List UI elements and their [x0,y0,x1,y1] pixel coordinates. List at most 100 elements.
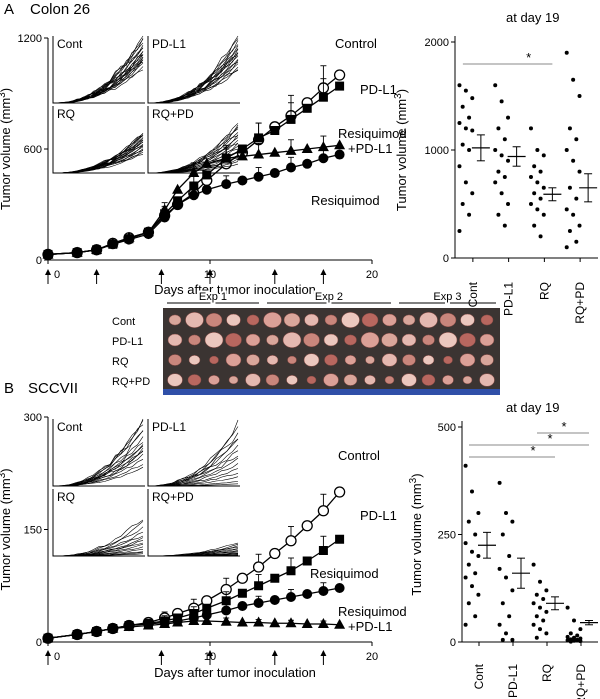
data-point [334,618,346,629]
tumor-specimen [266,355,279,365]
data-point [567,229,572,233]
growth-chart: 0600120001020Days after tumor inoculatio… [0,33,407,297]
tumor-specimen [361,312,379,328]
data-point [457,164,462,169]
data-point [253,616,265,627]
category-label: Cont [472,663,486,689]
panel-title: Colon 26 [30,1,90,18]
data-point [236,572,249,584]
growth-curve [54,521,144,557]
data-point [286,592,296,602]
inset-axes [147,106,240,174]
tumor-specimen [480,354,494,366]
data-point [510,519,515,524]
data-point [531,622,536,627]
tumor-specimen [205,312,223,328]
growth-curve [149,457,239,487]
data-point [531,562,536,567]
category-label: PD-L1 [502,282,516,316]
data-point [538,234,543,239]
data-point [270,126,280,135]
photo-row-label: Cont [112,316,135,328]
y-tick-label: 1000 [425,145,449,157]
data-point [538,579,542,584]
tumor-specimen [381,332,398,348]
data-point [221,179,232,190]
series-resiquimod: Resiquimod [43,147,380,260]
y-axis-label: Tumor volume (mm3) [0,468,13,590]
inset-label: PD-L1 [152,37,186,51]
data-point [470,96,475,101]
tumor-specimen [460,313,475,327]
data-point [334,583,345,593]
data-point [334,139,346,150]
inset-axes [52,489,145,557]
category-label: RQ [537,282,551,300]
data-point [535,148,540,152]
series-label: PD-L1 [360,508,397,523]
data-point [317,505,330,517]
y-tick-label: 0 [450,637,456,649]
data-point [286,114,296,124]
treatment-arrow-head [207,269,213,275]
data-point [574,239,579,244]
data-point [237,144,247,154]
data-point [574,137,579,142]
tumor-specimen [167,373,183,387]
day19-scatter: 0 1000 2000 at day 19 Tumor volume (mm3) Cont… [393,10,598,324]
data-point [506,202,511,206]
data-point [506,115,511,120]
tumor-specimen [304,313,319,327]
growth-curve [150,432,239,487]
tumor-specimen [286,375,298,385]
inset-label: Cont [57,420,83,434]
data-point [534,592,539,597]
data-point [500,637,505,642]
data-point [457,229,462,233]
experiment-label: Exp 3 [433,291,461,303]
data-point [467,148,472,152]
data-point [463,126,468,131]
tumor-specimen [246,314,260,326]
tumor-specimen [365,355,375,365]
y-tick-label: 0 [443,253,449,265]
data-point [236,150,248,161]
growth-curve [54,154,144,174]
data-point [493,180,498,185]
data-point [302,158,313,169]
scatter-title: at day 19 [506,10,560,25]
data-point [470,489,474,494]
category-label: PD-L1 [506,664,520,698]
x-axis-label: Days after tumor inoculation [154,282,316,297]
data-point [568,639,573,644]
data-point [502,175,507,179]
data-point [221,605,232,616]
data-point [107,622,119,633]
category-label: RQ+PD [573,282,587,324]
data-point [565,634,570,639]
y-tick-label: 600 [24,144,42,156]
tumor-specimen [459,332,476,348]
tumor-specimen [246,354,260,366]
data-point [463,88,468,93]
tumor-specimen [341,312,360,328]
data-point [269,595,280,605]
data-point [466,519,471,524]
significance-star: * [561,419,566,434]
data-point [460,142,465,147]
data-point [123,621,135,631]
data-point [172,616,184,627]
tumor-specimen [381,353,398,367]
data-point [567,126,572,131]
series-label: +PD-L1 [348,141,392,156]
inset-axes [52,419,145,487]
data-point [577,169,582,174]
tumor-photo: Cont PD-L1 RQ RQ+PD Exp 1 Exp 2 Exp 3 [112,289,500,395]
tumor-specimen [303,332,320,348]
tumor-specimen [323,333,339,347]
data-point [467,115,472,120]
data-point [236,616,248,627]
data-point [534,614,539,619]
